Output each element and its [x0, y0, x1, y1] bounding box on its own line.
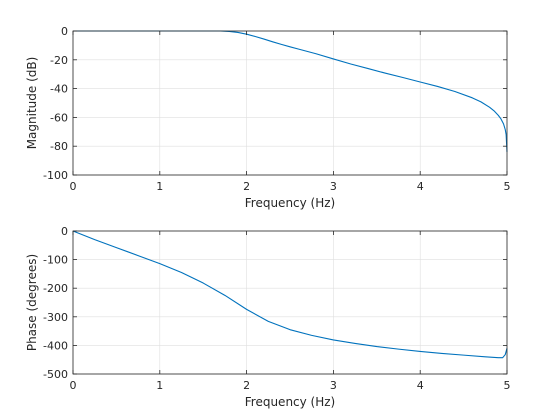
- magnitude-axes-box: [72, 30, 508, 176]
- magnitude-y-tick-label: -100: [43, 169, 68, 182]
- phase-x-tick-label: 5: [504, 379, 511, 392]
- magnitude-y-tick-label: -20: [50, 54, 68, 67]
- phase-y-tick-label: -400: [43, 339, 68, 352]
- phase-y-tick-label: 0: [61, 225, 68, 238]
- phase-y-tick-label: -500: [43, 368, 68, 381]
- phase-x-tick-label: 3: [330, 379, 337, 392]
- magnitude-plot: 0 1 2 3 4 5 0 -20 -40 -60 -80 -100 Frequency (Hz) Mag…: [25, 25, 511, 210]
- magnitude-y-tick-label: -60: [50, 111, 68, 124]
- magnitude-y-tick-label: -80: [50, 140, 68, 153]
- phase-series-line: [72, 230, 508, 359]
- magnitude-x-tick-label: 0: [70, 180, 77, 193]
- phase-y-tick-label: -300: [43, 311, 68, 324]
- phase-x-tick-label: 0: [70, 379, 77, 392]
- phase-x-tick-label: 4: [417, 379, 424, 392]
- phase-plot: 0 1 2 3 4 5 0 -100 -200 -300 -400 -500 Frequency (Hz…: [25, 225, 511, 409]
- magnitude-x-axis-label: Frequency (Hz): [245, 196, 336, 210]
- magnitude-y-tick-label: -40: [50, 83, 68, 96]
- magnitude-x-tick-label: 5: [504, 180, 511, 193]
- phase-x-tick-label: 1: [156, 379, 163, 392]
- phase-axes-box: [72, 230, 508, 375]
- magnitude-y-tick-label: 0: [61, 25, 68, 38]
- phase-x-axis-label: Frequency (Hz): [245, 395, 336, 409]
- phase-y-tick-label: -100: [43, 254, 68, 267]
- magnitude-axes-background: [73, 31, 507, 175]
- magnitude-x-tick-label: 1: [156, 180, 163, 193]
- phase-y-tick-label: -200: [43, 282, 68, 295]
- magnitude-x-tick-label: 2: [243, 180, 250, 193]
- phase-x-tick-label: 2: [243, 379, 250, 392]
- magnitude-x-tick-label: 3: [330, 180, 337, 193]
- phase-axes-background: [73, 231, 507, 374]
- magnitude-y-axis-label: Magnitude (dB): [25, 57, 39, 150]
- magnitude-series-line: [73, 30, 508, 152]
- magnitude-x-tick-label: 4: [417, 180, 424, 193]
- phase-y-axis-label: Phase (degrees): [25, 254, 39, 351]
